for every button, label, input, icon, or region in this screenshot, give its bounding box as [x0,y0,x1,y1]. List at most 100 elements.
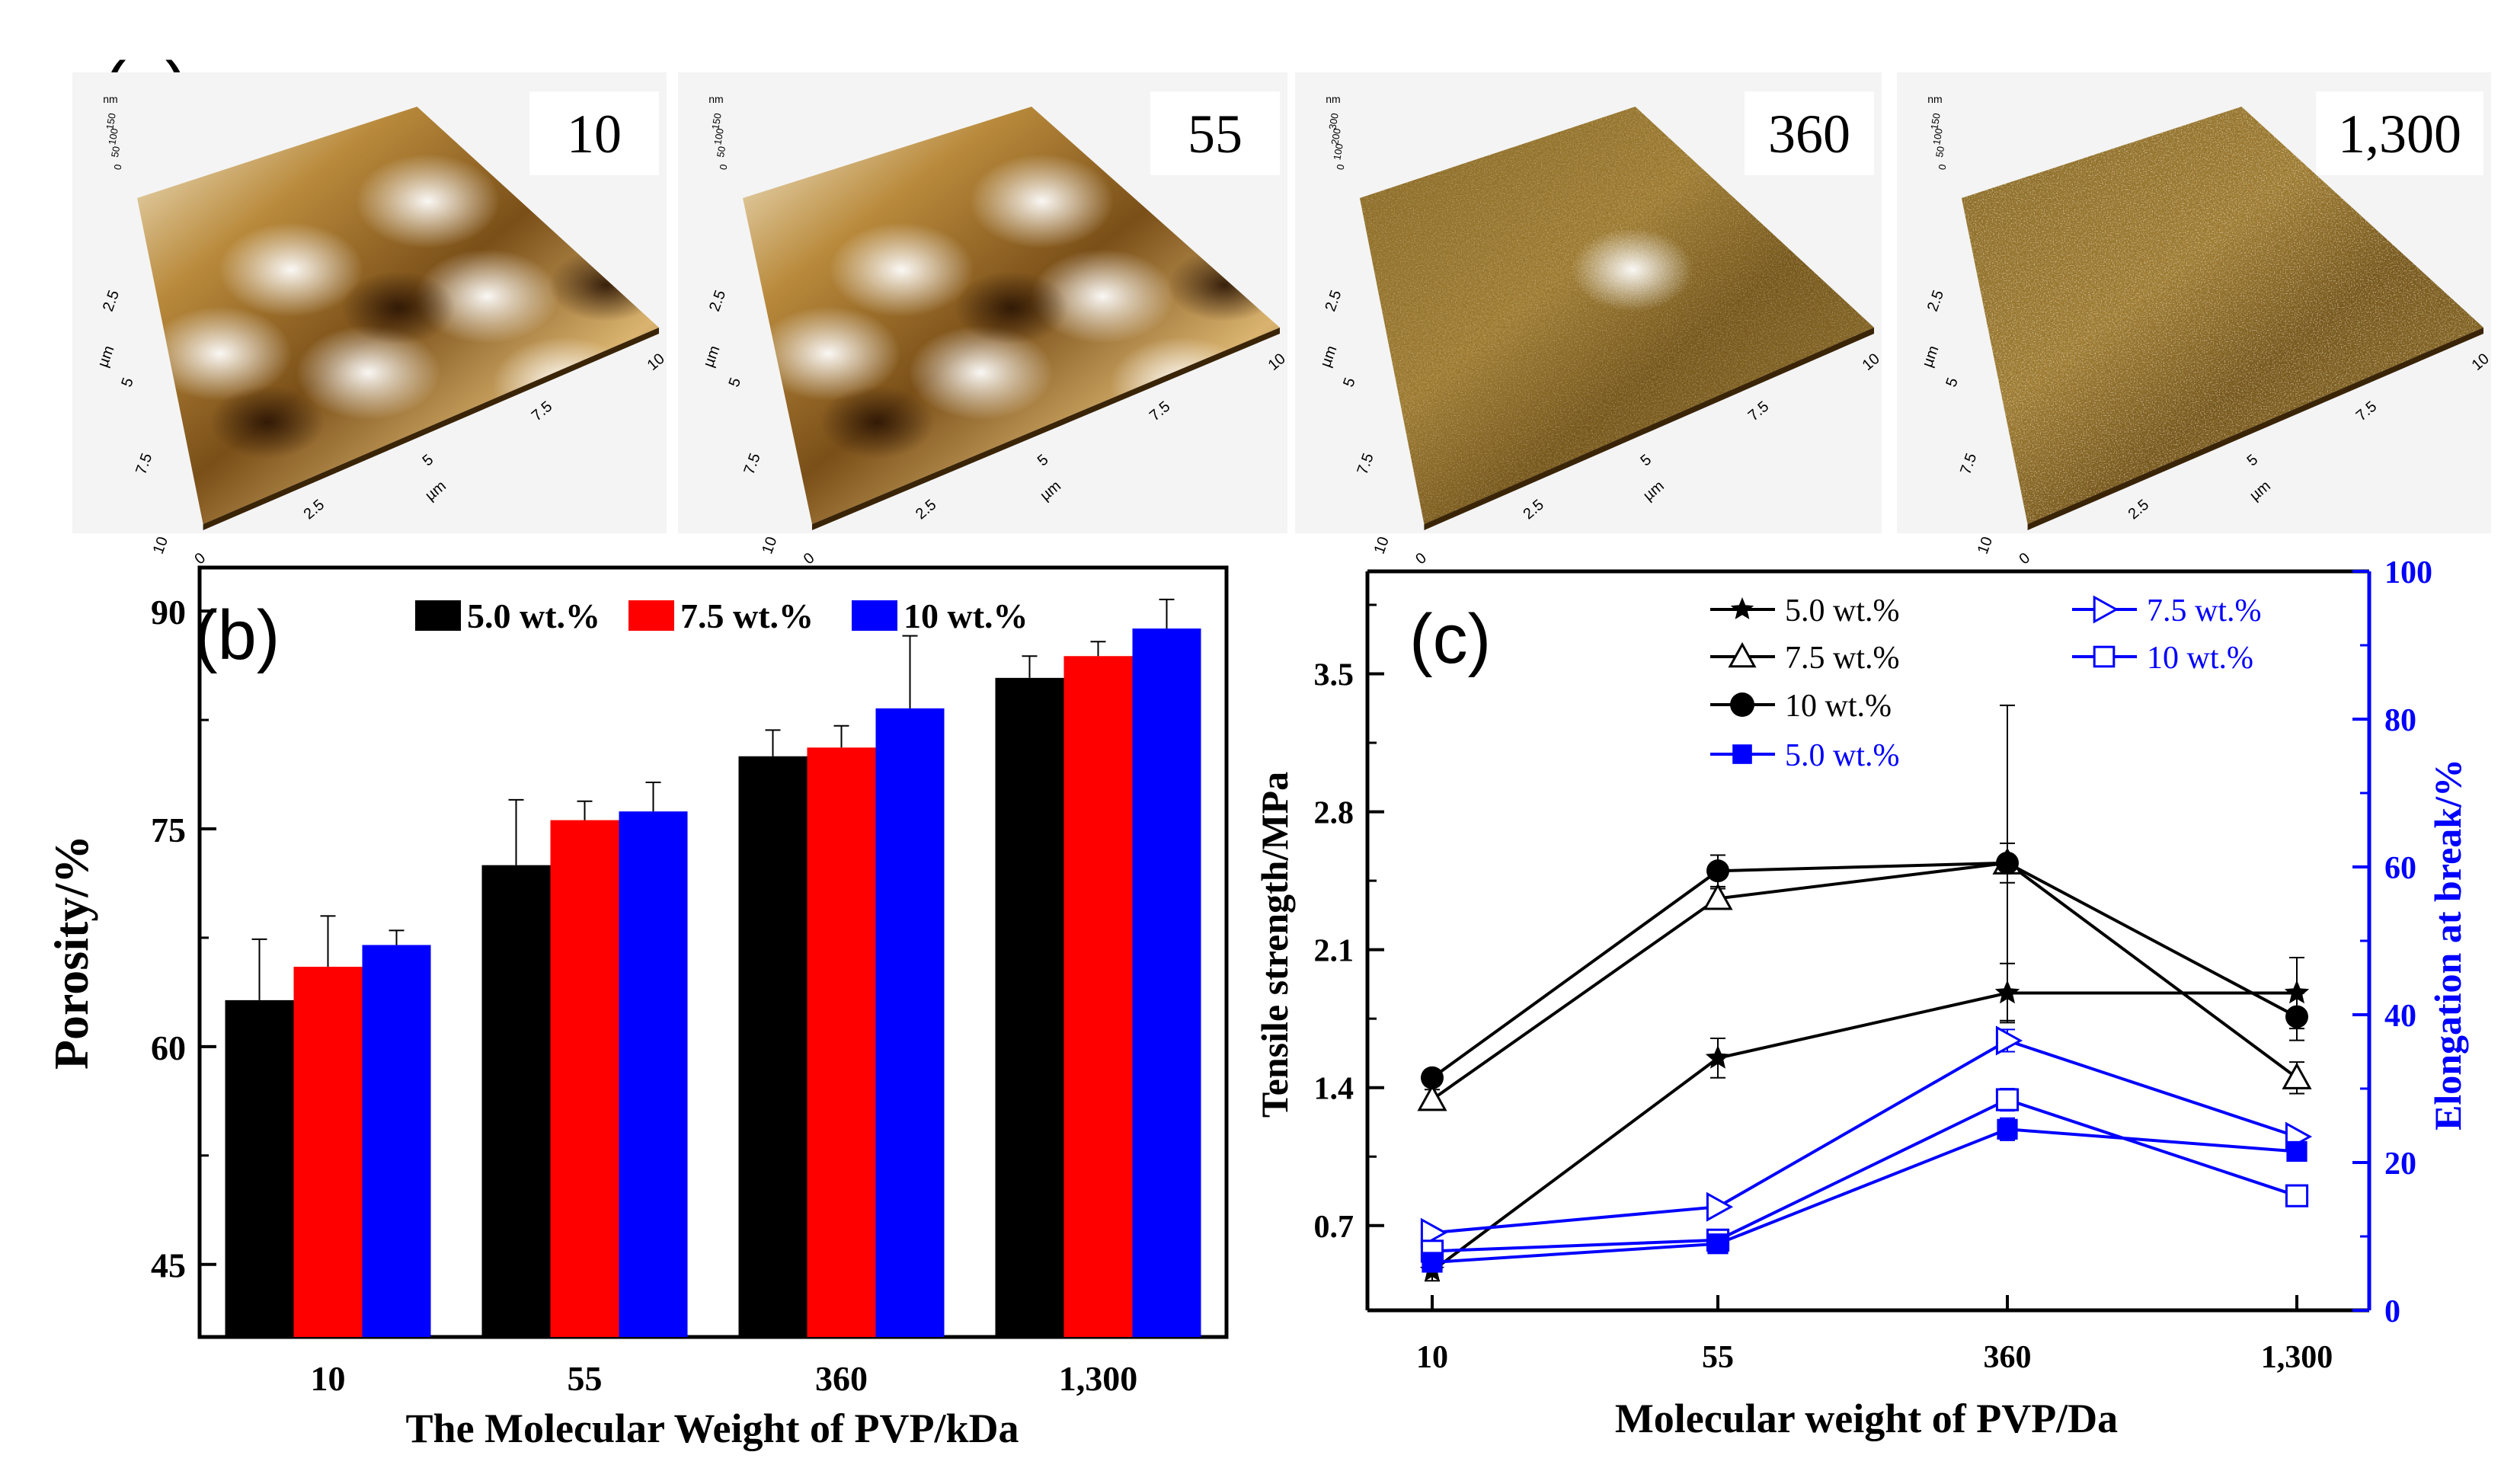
afm-y-tick: 10 [759,535,780,556]
afm-z-unit: nm [1326,93,1340,105]
y-tick-label: 3.5 [1314,658,1354,693]
afm-surface-edge [2027,328,2483,530]
series-line [1431,861,2298,1079]
x-tick-label: 10 [311,1359,346,1398]
panel-b-porosity-chart: (b) 45 60 75 90 10 55 360 1,300 The Molecular We… [44,565,1229,1451]
afm-z-unit: nm [708,93,723,105]
x-tick-label: 1,300 [1059,1359,1138,1398]
data-point [1707,1233,1729,1255]
data-point [1421,1066,1444,1089]
afm-mw-label: 10 [567,104,622,165]
y2-tick-label: 100 [2384,555,2432,590]
data-point [1730,692,1754,717]
y-axis-title: Tensile strength/MPa [1253,772,1296,1118]
y2-tick-label: 80 [2384,703,2416,738]
y-tick-label: 2.1 [1314,934,1354,969]
afm-mw-label: 360 [1768,104,1850,165]
data-point [1730,597,1754,619]
x-axis-title: The Molecular Weight of PVP/kDa [406,1406,1019,1451]
legend-label: 7.5 wt.% [1785,641,1900,676]
bar [481,865,551,1337]
series-line [1431,1098,2298,1253]
afm-mw-label-box [1745,91,1874,175]
data-point [1705,1044,1731,1069]
afm-mw-label-box [529,91,659,175]
afm-x-tick: 0 [2016,549,2033,568]
afm-z-tick: 50 [109,146,122,158]
bar [293,967,363,1337]
afm-bump [355,154,501,248]
afm-bump [1030,249,1175,344]
afm-z-tick: 0 [1335,163,1347,171]
y-tick-label: 1.4 [1314,1072,1354,1107]
afm-z-unit: nm [103,93,117,105]
afm-surface-edge [1424,328,1874,530]
data-point [1728,641,1757,668]
afm-z-tick: 150 [1928,112,1943,130]
x-axis-title: Molecular weight of PVP/Da [1615,1396,2118,1441]
x-tick-label: 55 [568,1359,603,1398]
x-tick-label: 360 [1984,1340,2032,1375]
afm-bump [756,306,901,401]
data-point [2285,1005,2308,1028]
data-point [2093,595,2119,624]
afm-z-tick: 100 [1930,127,1945,146]
data-point [1995,1088,2020,1111]
afm-bump [1571,228,1693,312]
afm-mw-label: 1,300 [2338,104,2461,165]
y2-tick-label: 0 [2384,1294,2400,1329]
data-point [2284,980,2310,1004]
bar [225,999,294,1337]
legend-label: 7.5 wt.% [680,596,814,635]
y-tick-label: 2.8 [1314,796,1354,831]
data-point [1417,1084,1447,1111]
legend-label: 5.0 wt.% [1785,593,1900,628]
afm-z-tick: 100 [712,127,726,146]
afm-bump [908,325,1054,420]
legend-swatch [628,600,674,631]
y-tick-label: 0.7 [1314,1210,1354,1245]
afm-z-tick: 50 [1933,146,1946,158]
afm-pit [954,271,1069,344]
bar [1132,628,1201,1337]
x-tick-label: 360 [815,1359,868,1398]
series-line [1431,861,2298,1101]
afm-mw-label-box [1150,91,1280,175]
y2-axis-title: Elongation at break/% [2426,759,2469,1131]
series [1422,1117,2308,1273]
series [1420,1088,2309,1263]
legend-label: 5.0 wt.% [467,596,600,635]
legend-label: 5.0 wt.% [1785,738,1900,773]
afm-bump [296,325,441,420]
afm-bump [219,222,364,317]
legend-label: 10 wt.% [2147,641,2253,676]
y-tick-label: 60 [151,1028,186,1067]
legend-swatch [852,600,897,631]
panel-a-afm-images: (a) nm15010050002.52.5557.57.51010µmµm10… [72,48,2493,568]
afm-surface-edge [203,328,660,530]
afm-x-tick: 0 [1412,549,1430,568]
y2-tick-label: 20 [2384,1147,2416,1182]
data-point [2282,1062,2312,1089]
panel-c-mechanical-chart: (c) 0.7 1.4 2.1 2.8 3.5 0 20 40 60 80 100 10 55 360 1,… [1253,555,2469,1441]
data-point [1422,1252,1443,1273]
legend-label: 7.5 wt.% [2147,593,2262,628]
afm-x-tick: 0 [191,549,209,568]
legend-label: 10 wt.% [1785,689,1892,724]
afm-bump [969,154,1115,248]
afm-z-tick: 150 [104,112,118,130]
afm-z-tick: 300 [1326,112,1341,130]
plot-frame [197,565,1229,1339]
afm-bump [147,306,293,401]
afm-z-tick: 100 [1331,142,1345,161]
data-point [1997,1118,2018,1140]
y-tick-label: 45 [151,1246,186,1285]
data-point [1703,883,1733,910]
afm-pit [209,385,325,459]
data-point [1706,859,1729,883]
y2-tick-label: 40 [2384,999,2416,1034]
bar [362,945,431,1337]
